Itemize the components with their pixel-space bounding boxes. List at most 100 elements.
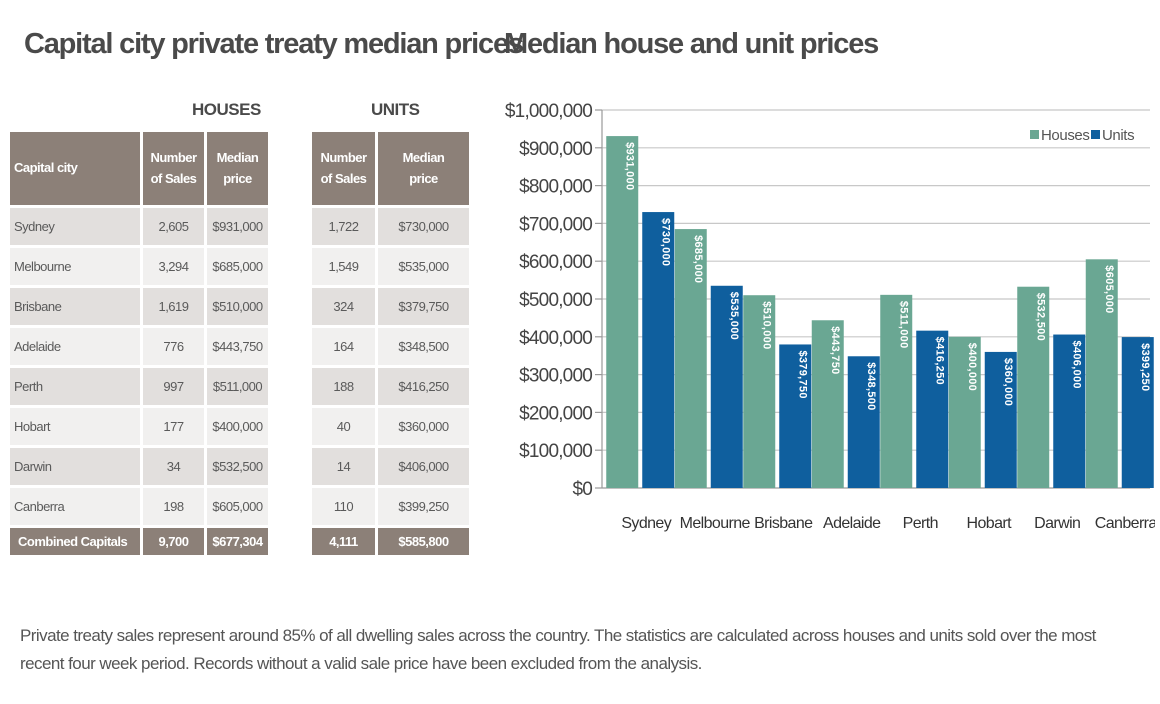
house-sales-cell: 997 — [143, 368, 207, 408]
x-tick-label: Hobart — [967, 515, 1013, 532]
total-unit-price-cell: $585,800 — [378, 528, 472, 558]
house-price-cell: $511,000 — [207, 368, 271, 408]
table-row: 1,722 $730,000 — [312, 208, 472, 248]
data-label: $399,250 — [1139, 343, 1151, 391]
city-cell: Canberra — [10, 488, 143, 528]
bar-houses — [880, 294, 913, 488]
bar-houses — [1085, 259, 1118, 488]
house-sales-cell: 2,605 — [143, 208, 207, 248]
x-tick-label: Sydney — [621, 515, 671, 532]
bar-units — [1053, 334, 1086, 488]
house-price-cell: $931,000 — [207, 208, 271, 248]
house-sales-cell: 34 — [143, 448, 207, 488]
total-city-cell: Combined Capitals — [10, 528, 143, 558]
y-tick-label: $500,000 — [519, 290, 592, 311]
house-price-cell: $510,000 — [207, 288, 271, 328]
bar-houses — [743, 295, 776, 488]
bar-chart: $931,000 $730,000 $685,000 $535,000 $510,000… — [505, 101, 1155, 532]
unit-price-cell: $406,000 — [378, 448, 472, 488]
unit-sales-cell: 1,722 — [312, 208, 378, 248]
table-title: Capital city private treaty median price… — [24, 28, 524, 60]
total-unit-sales-cell: 4,111 — [312, 528, 378, 558]
city-cell: Hobart — [10, 408, 143, 448]
table-row: 14 $406,000 — [312, 448, 472, 488]
y-tick-label: $800,000 — [519, 177, 592, 198]
bar-houses — [606, 136, 639, 488]
house-price-cell: $443,750 — [207, 328, 271, 368]
unit-sales-cell: 188 — [312, 368, 378, 408]
houses-table: Capital city Number of Sales Median price … — [10, 132, 271, 558]
bar-units — [779, 344, 812, 488]
house-price-cell: $400,000 — [207, 408, 271, 448]
y-tick-label: $400,000 — [519, 328, 592, 349]
data-label: $511,000 — [897, 301, 909, 349]
table-row: Darwin 34 $532,500 — [10, 448, 271, 488]
house-sales-cell: 1,619 — [143, 288, 207, 328]
data-label: $535,000 — [728, 292, 740, 340]
total-row: Combined Capitals 9,700 $677,304 — [10, 528, 271, 558]
footnote: Private treaty sales represent around 85… — [20, 626, 1096, 673]
y-tick-label: $0 — [572, 479, 592, 500]
city-cell: Adelaide — [10, 328, 143, 368]
y-tick-label: $600,000 — [519, 252, 592, 273]
x-tick-label: Darwin — [1034, 515, 1080, 532]
bar-houses — [948, 336, 981, 488]
data-label: $931,000 — [623, 142, 635, 190]
unit-price-cell: $348,500 — [378, 328, 472, 368]
data-label: $685,000 — [692, 235, 704, 283]
units-group-header: UNITS — [371, 100, 420, 119]
table-row: 164 $348,500 — [312, 328, 472, 368]
header-unit-number-of-sales: Number of Sales — [312, 132, 378, 208]
unit-sales-cell: 40 — [312, 408, 378, 448]
bar-units — [710, 285, 743, 488]
table-row: 188 $416,250 — [312, 368, 472, 408]
table-row: 110 $399,250 — [312, 488, 472, 528]
data-label: $360,000 — [1002, 358, 1014, 406]
data-label: $510,000 — [760, 301, 772, 349]
header-house-number-of-sales: Number of Sales — [143, 132, 207, 208]
city-cell: Brisbane — [10, 288, 143, 328]
legend-label-houses: Houses — [1041, 127, 1089, 144]
y-tick-label: $900,000 — [519, 139, 592, 160]
x-tick-label: Melbourne — [680, 515, 751, 532]
house-price-cell: $685,000 — [207, 248, 271, 288]
table-row: Canberra 198 $605,000 — [10, 488, 271, 528]
unit-sales-cell: 110 — [312, 488, 378, 528]
unit-price-cell: $416,250 — [378, 368, 472, 408]
chart-title: Median house and unit prices — [504, 28, 879, 60]
bar-units — [847, 356, 880, 488]
table-row: 1,549 $535,000 — [312, 248, 472, 288]
city-cell: Sydney — [10, 208, 143, 248]
legend-swatch-units — [1091, 130, 1100, 139]
city-cell: Melbourne — [10, 248, 143, 288]
data-label: $348,500 — [865, 362, 877, 410]
y-tick-label: $100,000 — [519, 441, 592, 462]
bar-houses — [811, 320, 844, 488]
bar-units — [984, 351, 1017, 488]
houses-group-header: HOUSES — [192, 100, 261, 119]
total-row: 4,111 $585,800 — [312, 528, 472, 558]
data-label: $730,000 — [659, 218, 671, 266]
data-label: $443,750 — [829, 326, 841, 374]
table-row: Sydney 2,605 $931,000 — [10, 208, 271, 248]
bars: $931,000 $730,000 $685,000 $535,000 $510,000… — [606, 136, 1154, 488]
legend-label-units: Units — [1102, 127, 1134, 144]
total-house-sales-cell: 9,700 — [143, 528, 207, 558]
axes: $0 $100,000 $200,000 $300,000 $400,000 $500,0… — [505, 101, 1155, 532]
data-label: $532,500 — [1034, 293, 1046, 341]
unit-sales-cell: 164 — [312, 328, 378, 368]
data-label: $406,000 — [1070, 341, 1082, 389]
unit-price-cell: $379,750 — [378, 288, 472, 328]
x-tick-label: Brisbane — [754, 515, 813, 532]
unit-price-cell: $360,000 — [378, 408, 472, 448]
table-row: Melbourne 3,294 $685,000 — [10, 248, 271, 288]
bar-units — [1121, 337, 1154, 488]
x-tick-label: Perth — [903, 515, 938, 532]
table-row: Perth 997 $511,000 — [10, 368, 271, 408]
legend: Houses Units — [1030, 127, 1135, 144]
data-label: $605,000 — [1103, 265, 1115, 313]
house-sales-cell: 177 — [143, 408, 207, 448]
y-tick-label: $700,000 — [519, 214, 592, 235]
x-tick-label: Canberra — [1095, 515, 1155, 532]
y-tick-label: $300,000 — [519, 366, 592, 387]
